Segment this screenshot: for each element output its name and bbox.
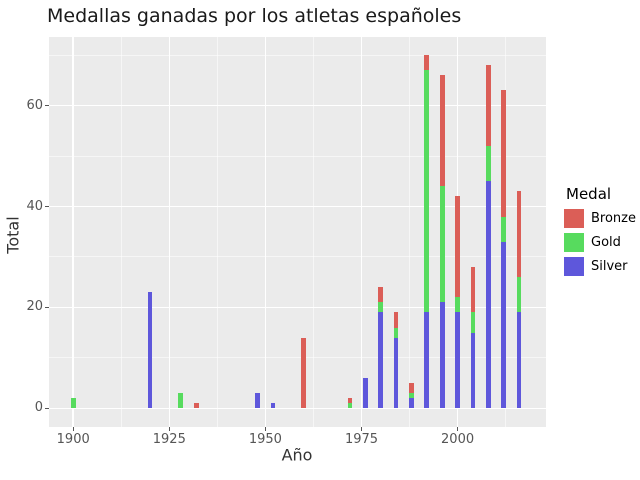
x-tick-label-1950: 1950 (248, 432, 282, 447)
bar-1900-gold (70, 398, 76, 409)
y-axis-label: Total (3, 216, 23, 254)
y-tick-60 (45, 105, 49, 107)
x-axis-label: Año (281, 445, 313, 465)
y-major-gridline-0 (49, 407, 546, 410)
bar-2008-gold (485, 145, 491, 182)
bar-1972-gold (347, 403, 353, 409)
x-tick-label-1975: 1975 (344, 432, 379, 447)
y-minor-gridline-70 (49, 54, 546, 56)
bar-1980-gold (378, 302, 384, 313)
bar-2012-silver (501, 241, 507, 409)
legend-label-gold: Gold (591, 235, 621, 250)
y-minor-gridline-10 (49, 357, 546, 359)
bar-2016-bronze (516, 191, 522, 278)
chart-title: Medallas ganadas por los atletas español… (47, 5, 462, 27)
legend-entry-bronze: Bronze (564, 209, 640, 228)
bar-2012-gold (501, 216, 507, 242)
x-tick-label-1900: 1900 (56, 432, 90, 447)
bar-2004-bronze (470, 267, 476, 313)
bar-1976-silver (362, 378, 368, 409)
bar-1960-bronze (301, 337, 307, 409)
x-major-gridline-1950 (264, 37, 267, 427)
x-minor-gridline-1937.5 (216, 37, 218, 427)
bar-1992-gold (424, 70, 430, 313)
y-tick-label-40: 40 (26, 198, 43, 214)
bar-1972-bronze (347, 398, 353, 404)
y-tick-label-20: 20 (26, 299, 43, 315)
x-minor-gridline-1912.5 (120, 37, 122, 427)
legend-label-silver: Silver (591, 259, 628, 274)
legend-swatch-gold-icon (564, 233, 584, 252)
y-tick-label-0: 0 (34, 400, 43, 416)
bar-1984-bronze (393, 312, 399, 328)
bar-2016-silver (516, 312, 522, 409)
bar-1992-silver (424, 312, 430, 409)
bar-1980-silver (378, 312, 384, 409)
x-tick-label-1925: 1925 (152, 432, 186, 447)
bar-1928-gold (178, 393, 184, 409)
legend-label-bronze: Bronze (591, 211, 636, 226)
bar-1932-bronze (193, 403, 199, 409)
plot-panel (49, 37, 546, 427)
bar-1980-bronze (378, 287, 384, 303)
bar-2004-gold (470, 312, 476, 333)
bar-1988-silver (409, 398, 414, 409)
bar-2000-bronze (455, 196, 460, 298)
bar-1984-gold (393, 327, 399, 338)
bar-1988-gold (409, 393, 414, 399)
bar-2016-gold (516, 277, 522, 313)
bar-2000-silver (455, 312, 460, 409)
legend-swatch-bronze-icon (564, 209, 584, 228)
y-tick-40 (45, 206, 49, 208)
bar-1996-gold (439, 186, 445, 303)
y-tick-20 (45, 306, 49, 308)
legend-entry-gold: Gold (564, 233, 640, 252)
y-major-gridline-60 (49, 104, 546, 107)
bar-1996-silver (439, 302, 445, 409)
y-tick-0 (45, 407, 49, 409)
bar-1920-silver (147, 292, 153, 409)
bar-2008-bronze (485, 65, 491, 146)
bar-2008-silver (485, 181, 491, 409)
x-major-gridline-1900 (72, 37, 74, 427)
x-minor-gridline-1987.5 (409, 37, 411, 427)
x-tick-2000 (457, 427, 459, 431)
x-tick-1900 (72, 427, 74, 431)
bar-1996-bronze (439, 75, 445, 187)
x-tick-label-2000: 2000 (441, 432, 475, 447)
y-minor-gridline-50 (49, 155, 546, 157)
x-major-gridline-1975 (360, 37, 363, 427)
legend-entry-silver: Silver (564, 257, 640, 276)
bar-1988-bronze (409, 383, 414, 394)
legend: Medal Bronze Gold Silver (558, 185, 640, 281)
bar-1948-silver (255, 393, 261, 409)
bar-2012-bronze (501, 90, 507, 217)
x-major-gridline-1925 (168, 37, 171, 427)
bar-2000-gold (455, 297, 460, 313)
legend-entries: Bronze Gold Silver (558, 209, 640, 276)
legend-swatch-silver-icon (564, 257, 584, 276)
y-minor-gridline-30 (49, 256, 546, 258)
bar-1992-bronze (424, 55, 430, 71)
x-minor-gridline-1962.5 (312, 37, 314, 427)
x-tick-1950 (264, 427, 266, 431)
bar-2004-silver (470, 332, 476, 409)
x-tick-1925 (168, 427, 170, 431)
legend-title: Medal (566, 185, 612, 203)
bar-1984-silver (393, 337, 399, 409)
x-tick-1975 (360, 427, 362, 431)
y-major-gridline-40 (49, 205, 546, 208)
bar-1952-silver (270, 403, 276, 409)
y-major-gridline-20 (49, 306, 546, 309)
y-tick-label-60: 60 (26, 97, 43, 113)
